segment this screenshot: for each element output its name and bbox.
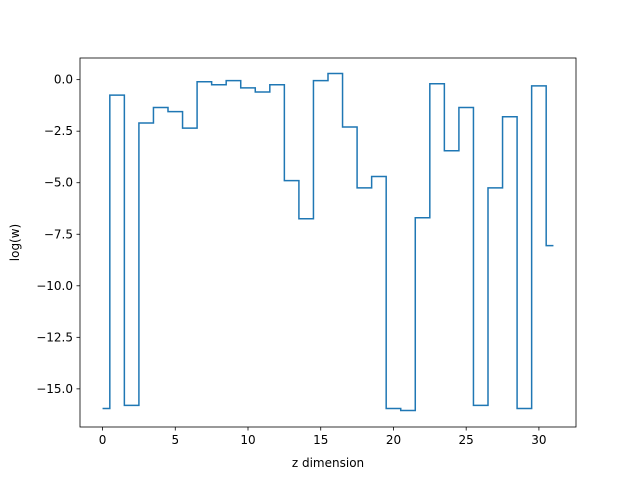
y-tick-label: −7.5	[44, 227, 73, 241]
y-tick-label: −2.5	[44, 124, 73, 138]
x-axis: 0 5 10 15 20 25 30	[99, 427, 547, 447]
y-tick-label: −5.0	[44, 176, 73, 190]
x-tick-label: 30	[531, 433, 546, 447]
y-tick-label: −15.0	[36, 382, 73, 396]
x-tick-label: 5	[171, 433, 179, 447]
y-tick-label: −10.0	[36, 279, 73, 293]
series-layer	[102, 72, 554, 412]
x-tick-label: 25	[459, 433, 474, 447]
y-tick-label: −12.5	[36, 330, 73, 344]
x-tick-label: 15	[313, 433, 328, 447]
x-tick-label: 20	[386, 433, 401, 447]
x-tick-label: 0	[99, 433, 107, 447]
y-axis-label: log(w)	[8, 224, 22, 261]
y-tick-label: 0.0	[54, 73, 73, 87]
series-line-0	[102, 72, 554, 412]
plot-frame	[79, 57, 577, 428]
x-tick-label: 10	[240, 433, 255, 447]
x-axis-label: z dimension	[292, 456, 364, 470]
y-axis: 0.0 −2.5 −5.0 −7.5 −10.0 −12.5 −15.0	[36, 73, 80, 396]
